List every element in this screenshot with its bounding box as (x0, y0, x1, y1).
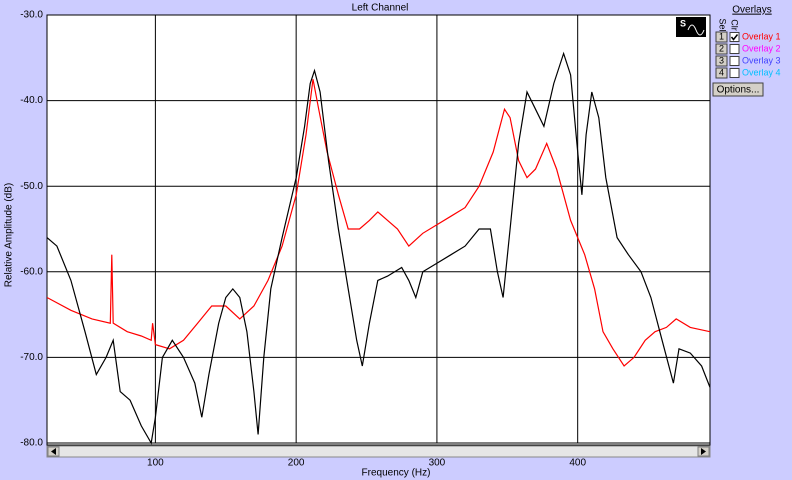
sel-header: Sel (718, 18, 728, 31)
y-tick-label: -80.0 (20, 438, 43, 449)
overlay-checkbox[interactable] (729, 32, 740, 42)
chart-title: Left Channel (352, 3, 409, 14)
options-button-label[interactable]: Options... (717, 85, 760, 96)
y-tick-label: -60.0 (20, 266, 43, 277)
overlay-checkbox[interactable] (729, 68, 740, 78)
plot-layer (47, 15, 710, 445)
overlay-label: Overlay 2 (742, 43, 781, 53)
scrollbar[interactable] (46, 445, 711, 458)
x-tick-label: 100 (147, 458, 164, 469)
x-tick-label: 300 (429, 458, 446, 469)
y-tick-label: -50.0 (20, 181, 43, 192)
checkmark (730, 34, 739, 41)
overlay-number-box[interactable] (715, 43, 728, 55)
options-button[interactable] (712, 82, 764, 97)
series-line (47, 79, 710, 367)
y-axis-label: Relative Amplitude (dB) (4, 183, 15, 288)
overlay-list: 1 Overlay 1 2 Overlay 2 3 Overlay 3 4 Overlay 4 (715, 31, 781, 79)
x-axis-label: Frequency (Hz) (362, 468, 431, 479)
series-line (47, 51, 710, 445)
overlays-title: Overlays (732, 5, 771, 16)
y-tick-label: -40.0 (20, 95, 43, 106)
overlay-number: 1 (719, 31, 724, 41)
clr-header: Clr (730, 19, 740, 31)
overlay-number: 3 (719, 55, 724, 65)
x-tick-label: 400 (569, 458, 586, 469)
overlay-label: Overlay 3 (742, 55, 781, 65)
overlay-label: Overlay 4 (742, 67, 781, 77)
overlay-number: 4 (719, 67, 724, 77)
svg-text:S: S (680, 18, 686, 28)
y-tick-label: -70.0 (20, 352, 43, 363)
overlay-number-box[interactable] (715, 31, 728, 43)
overlay-label: Overlay 1 (742, 31, 781, 41)
overlay-checkbox[interactable] (729, 56, 740, 66)
overlay-number: 2 (719, 43, 724, 53)
overlay-number-box[interactable] (715, 55, 728, 67)
plot-area (46, 14, 711, 446)
x-tick-label: 200 (288, 458, 305, 469)
overlay-number-box[interactable] (715, 67, 728, 79)
y-tick-label: -30.0 (20, 10, 43, 21)
overlay-checkbox[interactable] (729, 44, 740, 54)
sa-icon[interactable]: S (676, 17, 706, 37)
